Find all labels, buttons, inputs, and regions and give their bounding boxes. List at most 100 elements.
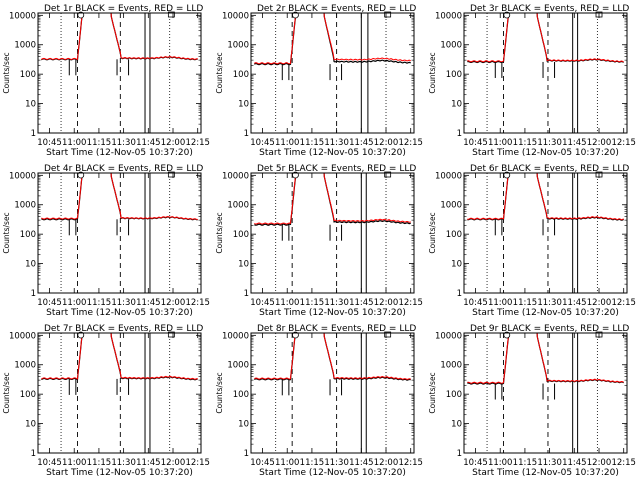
x-tick-label: 10:45 bbox=[37, 458, 62, 468]
x-axis-label: Start Time (12-Nov-05 10:37:20) bbox=[46, 468, 193, 478]
x-tick-label: 10:45 bbox=[463, 298, 488, 308]
panel-frame bbox=[37, 12, 202, 134]
x-tick-label: 10:45 bbox=[37, 138, 62, 148]
x-tick-label: 11:30 bbox=[324, 138, 349, 148]
x-tick-label: 12:15 bbox=[611, 138, 636, 148]
x-tick-label: 12:00 bbox=[374, 138, 399, 148]
y-tick-label: 10 bbox=[238, 420, 249, 430]
lld-curve bbox=[254, 173, 411, 225]
y-tick-label: 10000 bbox=[222, 11, 249, 21]
y-tick-label: 1000 bbox=[14, 361, 36, 371]
panel-frame bbox=[250, 332, 415, 454]
y-tick-label: 1000 bbox=[227, 361, 249, 371]
panel-title: Det 9r BLACK = Events, RED = LLD bbox=[470, 324, 629, 334]
x-tick-label: 11:15 bbox=[300, 458, 325, 468]
x-tick-label: 11:45 bbox=[349, 298, 374, 308]
y-axis-label: Counts/sec bbox=[215, 212, 224, 253]
y-tick-label: 1 bbox=[31, 449, 36, 459]
square-marker bbox=[384, 11, 392, 18]
y-tick-label: 100 bbox=[20, 390, 36, 400]
x-axis-label: Start Time (12-Nov-05 10:37:20) bbox=[472, 308, 619, 318]
y-tick-label: 100 bbox=[233, 390, 249, 400]
y-tick-label: 100 bbox=[446, 390, 462, 400]
y-axis-label: Counts/sec bbox=[428, 212, 437, 253]
x-tick-label: 11:30 bbox=[537, 458, 562, 468]
square-marker bbox=[384, 331, 392, 338]
x-tick-label: 11:00 bbox=[488, 298, 513, 308]
panel-title: Det 6r BLACK = Events, RED = LLD bbox=[470, 164, 629, 174]
x-tick-label: 11:30 bbox=[111, 138, 136, 148]
panel-1: Det 1r BLACK = Events, RED = LLD 10:45 11:… bbox=[2, 4, 210, 158]
x-tick-label: 11:15 bbox=[87, 138, 112, 148]
x-tick-label: 11:45 bbox=[136, 298, 161, 308]
y-axis-label: Counts/sec bbox=[428, 372, 437, 413]
x-tick-label: 10:45 bbox=[37, 298, 62, 308]
x-tick-label: 12:00 bbox=[374, 298, 399, 308]
panel-title: Det 1r BLACK = Events, RED = LLD bbox=[44, 4, 203, 14]
y-tick-label: 1000 bbox=[440, 201, 462, 211]
y-tick-label: 10 bbox=[238, 260, 249, 270]
x-tick-label: 11:30 bbox=[324, 458, 349, 468]
y-tick-label: 1 bbox=[457, 129, 462, 139]
x-tick-label: 12:15 bbox=[185, 458, 210, 468]
panel-frame bbox=[250, 12, 415, 134]
x-axis-label: Start Time (12-Nov-05 10:37:20) bbox=[259, 468, 406, 478]
events-curve bbox=[467, 173, 624, 221]
x-tick-label: 12:15 bbox=[185, 138, 210, 148]
y-tick-label: 100 bbox=[20, 230, 36, 240]
x-tick-label: 12:15 bbox=[185, 298, 210, 308]
y-tick-label: 1 bbox=[244, 129, 249, 139]
y-tick-label: 100 bbox=[233, 70, 249, 80]
y-tick-label: 10000 bbox=[9, 171, 36, 181]
y-tick-label: 1 bbox=[457, 449, 462, 459]
panel-title: Det 7r BLACK = Events, RED = LLD bbox=[44, 324, 203, 334]
x-tick-label: 11:15 bbox=[87, 298, 112, 308]
x-tick-label: 12:15 bbox=[398, 138, 423, 148]
y-tick-label: 10000 bbox=[222, 171, 249, 181]
x-tick-label: 11:45 bbox=[562, 298, 587, 308]
x-tick-label: 11:15 bbox=[300, 138, 325, 148]
x-tick-label: 11:15 bbox=[513, 458, 538, 468]
lld-curve bbox=[467, 13, 624, 63]
y-tick-label: 100 bbox=[446, 230, 462, 240]
y-tick-label: 10 bbox=[25, 100, 36, 110]
y-tick-label: 10 bbox=[451, 100, 462, 110]
panel-frame bbox=[463, 172, 628, 294]
y-axis-label: Counts/sec bbox=[2, 212, 11, 253]
y-tick-label: 1000 bbox=[440, 41, 462, 51]
y-tick-label: 10000 bbox=[435, 11, 462, 21]
y-tick-label: 1 bbox=[31, 289, 36, 299]
x-tick-label: 10:45 bbox=[463, 458, 488, 468]
y-tick-label: 100 bbox=[20, 70, 36, 80]
x-tick-label: 11:00 bbox=[275, 298, 300, 308]
x-axis-label: Start Time (12-Nov-05 10:37:20) bbox=[472, 148, 619, 158]
x-tick-label: 12:00 bbox=[374, 458, 399, 468]
y-tick-label: 10 bbox=[25, 260, 36, 270]
square-marker bbox=[167, 331, 175, 338]
x-axis-label: Start Time (12-Nov-05 10:37:20) bbox=[472, 468, 619, 478]
x-tick-label: 11:15 bbox=[513, 298, 538, 308]
y-tick-label: 1 bbox=[244, 289, 249, 299]
x-tick-label: 11:15 bbox=[513, 138, 538, 148]
y-tick-label: 1 bbox=[31, 129, 36, 139]
panel-frame bbox=[463, 12, 628, 134]
panel-title: Det 2r BLACK = Events, RED = LLD bbox=[257, 4, 416, 14]
y-tick-label: 1000 bbox=[14, 201, 36, 211]
x-tick-label: 11:30 bbox=[324, 298, 349, 308]
x-tick-label: 12:00 bbox=[587, 298, 612, 308]
y-tick-label: 1 bbox=[244, 449, 249, 459]
y-tick-label: 1000 bbox=[227, 201, 249, 211]
y-axis-label: Counts/sec bbox=[2, 52, 11, 93]
y-tick-label: 1 bbox=[457, 289, 462, 299]
x-tick-label: 11:00 bbox=[488, 458, 513, 468]
x-tick-label: 11:30 bbox=[111, 458, 136, 468]
x-tick-label: 11:30 bbox=[111, 298, 136, 308]
panel-title: Det 5r BLACK = Events, RED = LLD bbox=[257, 164, 416, 174]
y-tick-label: 10000 bbox=[222, 331, 249, 341]
x-tick-label: 11:00 bbox=[62, 458, 87, 468]
y-tick-label: 10 bbox=[451, 420, 462, 430]
events-curve bbox=[254, 13, 412, 66]
